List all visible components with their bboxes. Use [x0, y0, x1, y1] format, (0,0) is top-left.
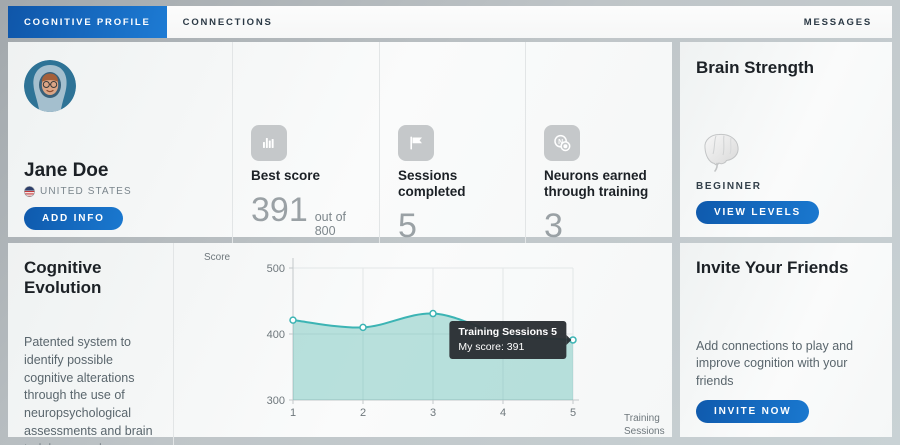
stat-suffix: out of 800	[314, 209, 347, 238]
stat-value: 3	[544, 206, 563, 245]
profile-name: Jane Doe	[24, 159, 109, 181]
tab-cognitive-profile[interactable]: COGNITIVE PROFILE	[8, 6, 167, 38]
brain-level-label: BEGINNER	[696, 181, 762, 192]
invite-now-button[interactable]: INVITE NOW	[696, 400, 810, 423]
flag-icon	[398, 125, 434, 161]
evolution-left-panel: Cognitive Evolution Patented system to i…	[8, 243, 173, 445]
chart-x-axis-title: Training Sessions	[624, 413, 665, 437]
brain-icon	[704, 133, 739, 172]
svg-text:N: N	[558, 139, 563, 146]
invite-friends-card: Invite Your Friends Add connections to p…	[680, 243, 892, 437]
chart-y-axis-title: Score	[204, 252, 231, 263]
profile-column: Jane Doe UNITED STATES ADD INFO	[8, 42, 232, 243]
us-flag-icon	[24, 185, 35, 197]
country-label: UNITED STATES	[40, 185, 132, 197]
stat-value: 391	[251, 190, 308, 229]
stat-label: Sessions completed	[398, 168, 466, 199]
evolution-title: Cognitive Evolution	[24, 258, 102, 297]
tab-messages[interactable]: MESSAGES	[803, 16, 872, 28]
svg-text:300: 300	[267, 395, 285, 407]
chart-tooltip: Training Sessions 5 My score: 391	[449, 320, 571, 359]
bar-chart-icon	[251, 125, 287, 161]
svg-text:3: 3	[430, 407, 436, 419]
svg-text:400: 400	[267, 329, 285, 341]
invite-title: Invite Your Friends	[696, 258, 849, 277]
tab-connections[interactable]: CONNECTIONS	[182, 16, 273, 28]
stat-neurons-earned: N Neurons earned through training 3	[525, 42, 672, 243]
stat-best-score: Best score 391 out of 800	[232, 42, 379, 243]
svg-text:2: 2	[360, 407, 366, 419]
stat-value: 5	[398, 206, 417, 245]
profile-country: UNITED STATES	[24, 186, 216, 197]
tooltip-value: My score: 391	[458, 340, 525, 353]
tooltip-title: Training Sessions 5	[458, 325, 557, 338]
cognitive-evolution-card: Cognitive Evolution Patented system to i…	[8, 243, 672, 445]
brain-strength-card: Brain Strength BEGINNER VIEW LEVELS	[680, 42, 892, 237]
profile-stats-card: Jane Doe UNITED STATES ADD INFO	[8, 42, 672, 243]
avatar[interactable]	[24, 60, 76, 112]
svg-text:1: 1	[290, 407, 296, 419]
stat-sessions-completed: Sessions completed 5	[379, 42, 525, 243]
evolution-chart-panel[interactable]: Score 300 400 500 1 2 3 4 5 Training Sessions 5…	[173, 243, 672, 445]
stat-label: Neurons earned through training	[544, 168, 649, 199]
svg-text:5: 5	[570, 407, 576, 419]
stat-label: Best score	[251, 168, 321, 183]
svg-text:4: 4	[500, 407, 506, 419]
svg-text:500: 500	[267, 263, 285, 275]
invite-description: Add connections to play and improve cogn…	[696, 338, 854, 388]
view-levels-button[interactable]: VIEW LEVELS	[696, 201, 820, 224]
brain-strength-title: Brain Strength	[696, 58, 815, 77]
top-nav: COGNITIVE PROFILE CONNECTIONS MESSAGES	[8, 6, 892, 38]
avatar-image	[24, 60, 76, 112]
neuron-coin-icon: N	[544, 125, 580, 161]
evolution-description: Patented system to identify possible cog…	[24, 335, 153, 445]
add-info-button[interactable]: ADD INFO	[24, 206, 123, 230]
evolution-area-chart[interactable]: 300 400 500 1 2 3 4 5	[174, 243, 673, 437]
